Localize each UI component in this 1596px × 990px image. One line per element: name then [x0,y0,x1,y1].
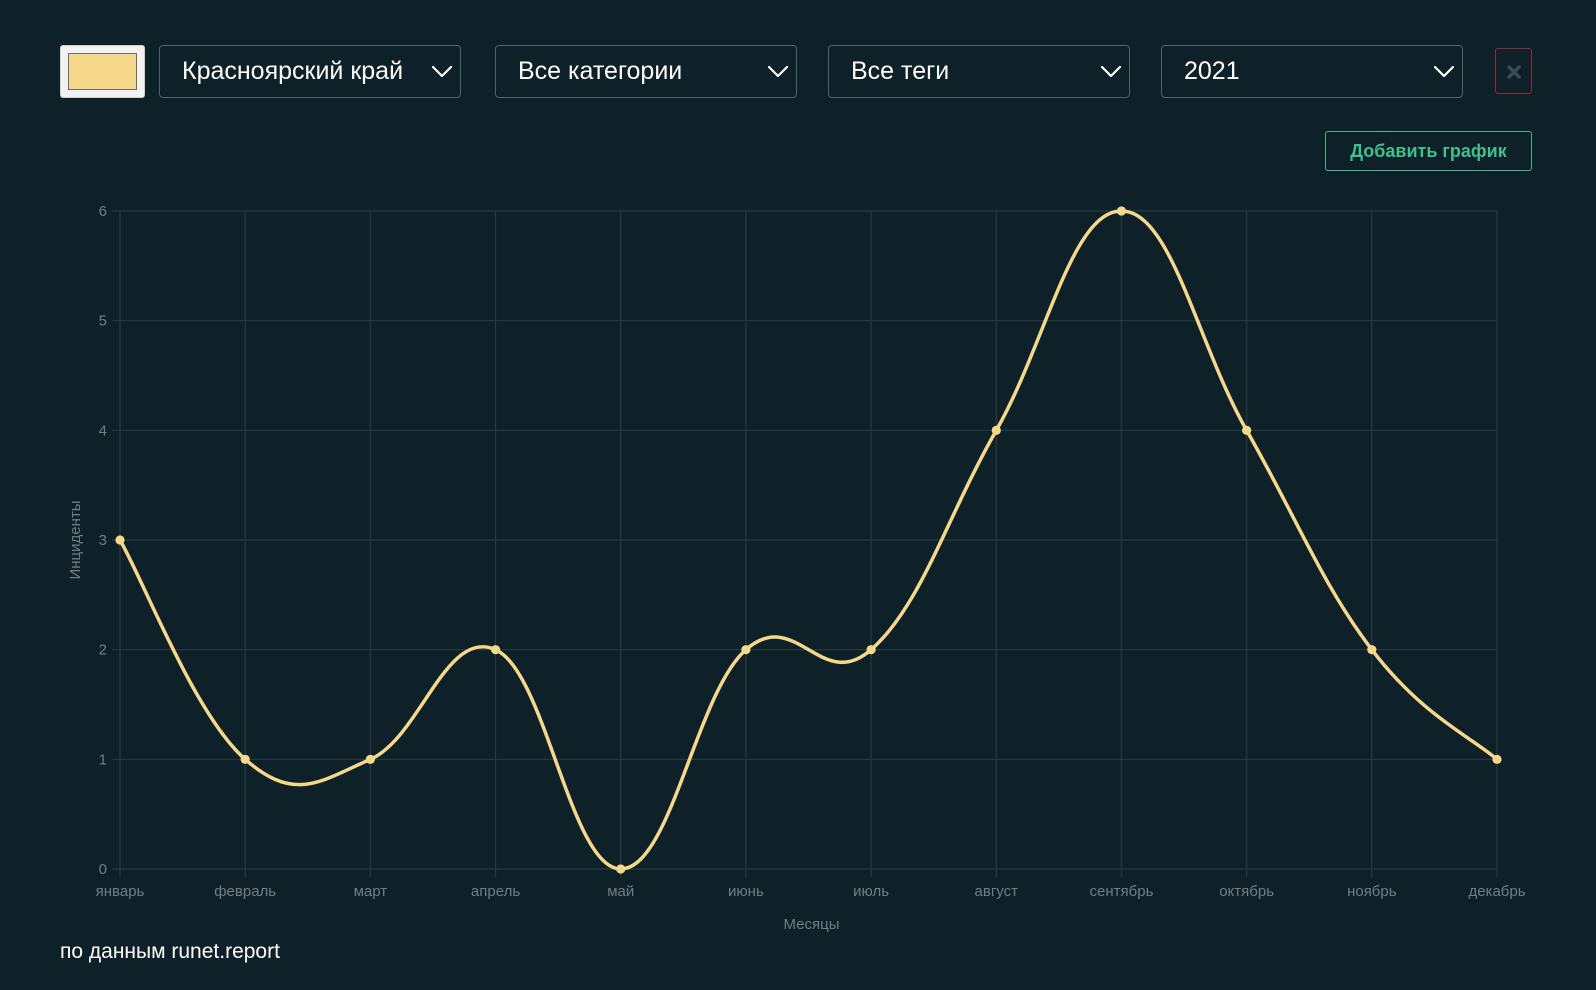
chart-points-layer [115,206,1502,874]
remove-chart-button[interactable] [1495,48,1532,94]
x-axis-title: Месяцы [783,916,839,933]
chevron-down-icon [1433,65,1455,78]
x-tick-label: ноябрь [1347,883,1397,900]
data-point [741,645,751,655]
data-point [115,535,125,545]
x-tick-label: май [607,883,634,900]
series-color-picker[interactable] [60,45,145,98]
y-tick-label: 4 [99,422,107,439]
x-tick-label: апрель [471,883,520,900]
x-tick-label: март [354,883,388,900]
data-point [1367,645,1377,655]
chevron-down-icon [431,65,453,78]
add-chart-button[interactable]: Добавить график [1325,131,1532,171]
data-point [1492,754,1502,764]
data-point [240,754,250,764]
y-axis-title: Инциденты [67,500,84,579]
data-source-note: по данным runet.report [60,940,280,963]
incidents-line-chart: 0 1 2 3 4 5 6 январь февраль март апрель май июнь июл… [67,203,1526,933]
data-point [490,645,501,655]
data-point [616,864,626,874]
x-tick-label: октябрь [1219,883,1274,900]
x-tick-label: август [975,883,1019,900]
data-point [1116,206,1127,216]
y-tick-label: 3 [99,532,107,549]
chevron-down-icon [767,65,789,78]
year-select[interactable]: 2021 [1161,45,1463,98]
region-select[interactable]: Красноярский край [159,45,461,98]
chart-labels-layer: 0 1 2 3 4 5 6 январь февраль март апрель май июнь июл… [67,203,1526,933]
x-tick-label: февраль [214,883,276,900]
series-color-fill [68,53,137,90]
category-select-value: Все категории [518,57,683,85]
data-point [1242,425,1252,435]
data-point [866,645,876,655]
chevron-down-icon [1100,65,1122,78]
x-tick-label: июль [853,883,889,900]
data-point [365,754,375,764]
data-point [991,425,1001,435]
x-tick-label: сентябрь [1090,883,1154,900]
y-tick-label: 1 [99,751,107,768]
x-tick-label: июнь [728,883,764,900]
y-tick-label: 5 [99,313,107,330]
y-tick-label: 2 [99,642,107,659]
filter-toolbar: Красноярский край Все категории Все теги… [60,45,1532,98]
x-tick-label: декабрь [1468,883,1525,900]
close-icon [1507,65,1521,79]
region-select-value: Красноярский край [182,57,404,85]
category-select[interactable]: Все категории [495,45,797,98]
y-tick-label: 0 [99,861,107,878]
y-tick-label: 6 [99,203,107,220]
tags-select-value: Все теги [851,57,950,85]
chart-grid [112,210,1498,877]
tags-select[interactable]: Все теги [828,45,1130,98]
year-select-value: 2021 [1184,57,1240,85]
x-tick-label: январь [96,883,145,900]
